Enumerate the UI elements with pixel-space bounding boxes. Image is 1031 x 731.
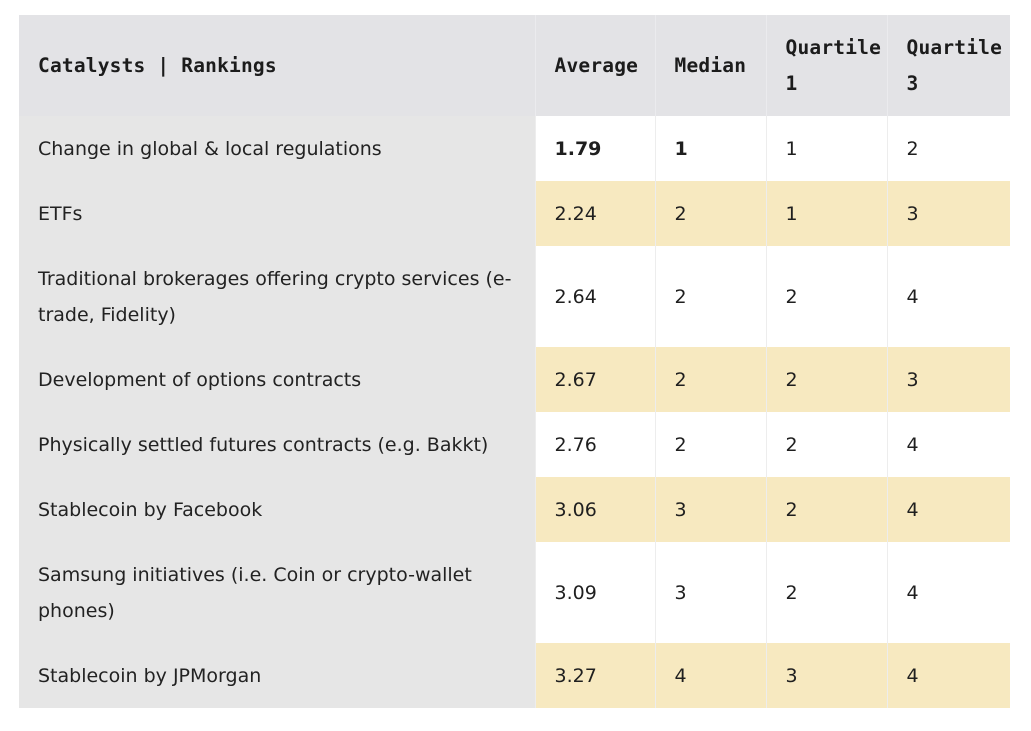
- quartile-3-cell: 3: [886, 347, 1010, 412]
- catalyst-rankings-table: Catalysts | Rankings Average Median Quar…: [19, 15, 1010, 708]
- median-cell: 2: [654, 246, 766, 347]
- median-cell: 3: [654, 477, 766, 542]
- table-row: Stablecoin by JPMorgan 3.27 4 3 4: [19, 643, 1010, 708]
- catalyst-cell: Traditional brokerages offering crypto s…: [19, 246, 535, 347]
- quartile-1-cell: 1: [765, 116, 887, 181]
- quartile-1-cell: 2: [765, 246, 887, 347]
- quartile-1-cell: 2: [765, 412, 887, 477]
- quartile-3-cell: 4: [886, 477, 1010, 542]
- header-row: Catalysts | Rankings Average Median Quar…: [19, 15, 1010, 116]
- header-median: Median: [654, 15, 766, 116]
- average-cell: 2.64: [534, 246, 655, 347]
- quartile-3-cell: 4: [886, 246, 1010, 347]
- catalyst-cell: Stablecoin by Facebook: [19, 477, 535, 542]
- table-row: Samsung initiatives (i.e. Coin or crypto…: [19, 542, 1010, 643]
- median-cell: 1: [654, 116, 766, 181]
- quartile-1-cell: 2: [765, 477, 887, 542]
- table-row: Traditional brokerages offering crypto s…: [19, 246, 1010, 347]
- quartile-3-cell: 4: [886, 643, 1010, 708]
- average-cell: 2.24: [534, 181, 655, 246]
- average-cell: 1.79: [534, 116, 655, 181]
- average-cell: 2.67: [534, 347, 655, 412]
- header-quartile-3: Quartile 3: [886, 15, 1010, 116]
- table-row: ETFs 2.24 2 1 3: [19, 181, 1010, 246]
- catalyst-cell: Development of options contracts: [19, 347, 535, 412]
- quartile-3-cell: 2: [886, 116, 1010, 181]
- table-row: Change in global & local regulations 1.7…: [19, 116, 1010, 181]
- average-cell: 2.76: [534, 412, 655, 477]
- quartile-3-cell: 4: [886, 412, 1010, 477]
- median-cell: 3: [654, 542, 766, 643]
- header-average: Average: [534, 15, 655, 116]
- catalyst-cell: ETFs: [19, 181, 535, 246]
- catalyst-cell: Physically settled futures contracts (e.…: [19, 412, 535, 477]
- quartile-3-cell: 3: [886, 181, 1010, 246]
- table-row: Development of options contracts 2.67 2 …: [19, 347, 1010, 412]
- average-cell: 3.06: [534, 477, 655, 542]
- quartile-3-cell: 4: [886, 542, 1010, 643]
- header-quartile-1: Quartile 1: [765, 15, 887, 116]
- median-cell: 2: [654, 412, 766, 477]
- quartile-1-cell: 1: [765, 181, 887, 246]
- catalyst-cell: Change in global & local regulations: [19, 116, 535, 181]
- table-body: Change in global & local regulations 1.7…: [19, 116, 1010, 708]
- quartile-1-cell: 2: [765, 347, 887, 412]
- median-cell: 2: [654, 181, 766, 246]
- header-catalysts: Catalysts | Rankings: [19, 15, 535, 116]
- average-cell: 3.09: [534, 542, 655, 643]
- catalyst-cell: Samsung initiatives (i.e. Coin or crypto…: [19, 542, 535, 643]
- median-cell: 2: [654, 347, 766, 412]
- table-header: Catalysts | Rankings Average Median Quar…: [19, 15, 1010, 116]
- average-cell: 3.27: [534, 643, 655, 708]
- median-cell: 4: [654, 643, 766, 708]
- quartile-1-cell: 3: [765, 643, 887, 708]
- table-row: Physically settled futures contracts (e.…: [19, 412, 1010, 477]
- catalyst-cell: Stablecoin by JPMorgan: [19, 643, 535, 708]
- quartile-1-cell: 2: [765, 542, 887, 643]
- table-row: Stablecoin by Facebook 3.06 3 2 4: [19, 477, 1010, 542]
